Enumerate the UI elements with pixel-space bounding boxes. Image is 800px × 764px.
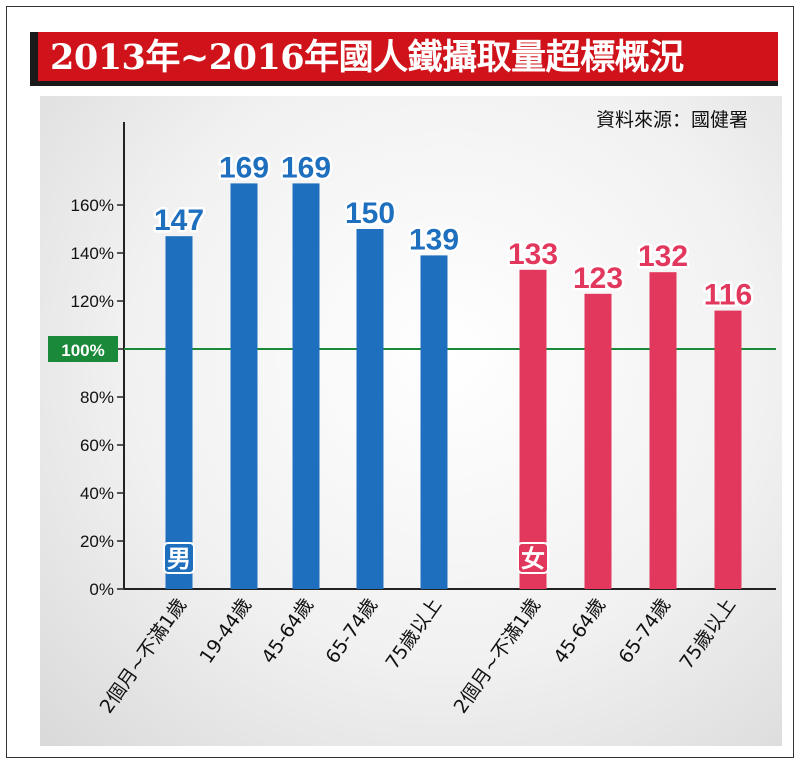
bar-value-label: 132: [638, 240, 688, 273]
x-tick-label: 45-64歲: [258, 594, 319, 667]
bar-value-label: 150: [345, 197, 395, 230]
x-tick-label: 2個月~不滿1歲: [96, 594, 192, 717]
x-tick-label: 45-64歲: [550, 594, 611, 667]
bar: [584, 293, 612, 589]
bar: [519, 269, 547, 589]
reference-label-bg: [48, 336, 118, 362]
x-tick-label: 75歲以上: [676, 594, 741, 673]
gender-label: 女: [521, 545, 545, 573]
y-tick-label: 40%: [80, 484, 114, 503]
bar-value-label: 116: [704, 279, 752, 312]
bar: [356, 229, 384, 589]
title-bar: 2013年~2016年國人鐵攝取量超標概況: [30, 32, 778, 86]
y-tick-label: 20%: [80, 532, 114, 551]
bar: [230, 183, 258, 589]
reference-label: 100%: [61, 341, 104, 360]
bar: [292, 183, 320, 589]
y-tick-label: 0%: [89, 580, 114, 599]
y-tick-label: 160%: [71, 196, 114, 215]
x-tick-label: 2個月~不滿1歲: [450, 594, 546, 717]
bar-value-label: 147: [154, 204, 204, 237]
bar: [165, 236, 193, 589]
chart-title: 2013年~2016年國人鐵攝取量超標概況: [50, 37, 684, 78]
x-tick-label: 19-44歲: [196, 594, 257, 667]
bar-value-label: 139: [409, 223, 459, 256]
y-tick-label: 60%: [80, 436, 114, 455]
y-tick-label: 120%: [71, 292, 114, 311]
bar: [420, 255, 448, 589]
source-note: 資料來源：國健署: [595, 109, 748, 131]
bar: [649, 272, 677, 589]
bar-value-label: 169: [219, 151, 269, 184]
x-tick-label: 65-74歲: [322, 594, 383, 667]
y-tick-label: 140%: [71, 244, 114, 263]
x-tick-label: 75歲以上: [382, 594, 447, 673]
gender-badge: [163, 542, 195, 574]
bar-value-label: 169: [281, 151, 331, 184]
gender-badge: [517, 542, 549, 574]
bar-value-label: 123: [573, 262, 623, 295]
bar-value-label: 133: [508, 238, 558, 271]
x-tick-label: 65-74歲: [615, 594, 676, 667]
bar: [714, 310, 742, 589]
y-tick-label: 80%: [80, 388, 114, 407]
gender-label: 男: [167, 545, 191, 573]
